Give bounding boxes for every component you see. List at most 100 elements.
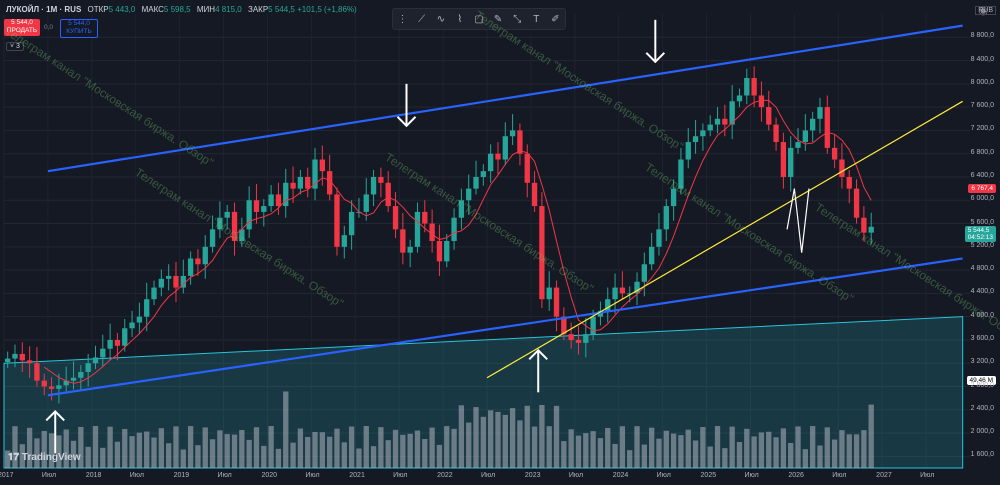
candle-body xyxy=(649,246,655,265)
volume-bar xyxy=(392,429,399,468)
candle-body xyxy=(348,211,355,236)
candle-body xyxy=(561,316,567,335)
candle-body xyxy=(466,188,472,201)
candle-body xyxy=(531,182,538,207)
candle-body xyxy=(414,211,421,247)
rectangle-tool-icon[interactable]: ▢ xyxy=(474,13,484,25)
candle-body xyxy=(802,130,808,143)
indicators-toggle[interactable]: ˅ 3 xyxy=(6,42,24,51)
candle-body xyxy=(129,322,135,329)
y-tick-label: 8 800,0 xyxy=(970,32,994,40)
volume-bar xyxy=(634,426,640,468)
camera-icon[interactable]: ◉ xyxy=(978,5,988,17)
volume-bar xyxy=(290,442,296,468)
symbol-name[interactable]: ЛУКОЙЛ · 1М · RUS xyxy=(6,5,82,14)
candle-body xyxy=(846,176,852,189)
spread-value: 0,0 xyxy=(44,24,54,31)
candle-body xyxy=(766,107,772,125)
sell-button[interactable]: 5 544,0 ПРОДАТЬ xyxy=(4,19,40,36)
volume-bar xyxy=(824,427,830,468)
pencil-icon[interactable]: ✐ xyxy=(551,13,560,25)
candle-body xyxy=(144,299,150,317)
candle-body xyxy=(488,153,494,172)
volume-bar xyxy=(26,427,33,468)
candle-body xyxy=(70,377,77,381)
volume-bar xyxy=(524,405,530,468)
path-tool-icon[interactable]: ∿ xyxy=(436,13,445,25)
volume-bar xyxy=(766,431,772,468)
x-tick-label: Июл xyxy=(129,472,144,479)
candle-body xyxy=(656,229,662,247)
buy-button[interactable]: 5 544,0 КУПИТЬ xyxy=(60,19,98,38)
volume-bar xyxy=(663,430,669,468)
candle-body xyxy=(85,363,91,372)
y-tick-label: 3 600,0 xyxy=(970,334,994,342)
volume-bar xyxy=(34,438,40,468)
x-tick-label: 2027 xyxy=(876,472,892,479)
drawing-toolbar: ⋮ ⟋ ∿ ⌇ ▢ ✎ ⤡ T ✐ xyxy=(392,8,566,30)
candle-body xyxy=(524,153,530,183)
candle-body xyxy=(202,246,208,265)
candle-body xyxy=(795,142,801,148)
measure-icon[interactable]: ⤡ xyxy=(513,13,522,25)
candle-body xyxy=(612,287,618,300)
lock-icon[interactable]: ⋮ xyxy=(397,13,408,25)
volume-bar xyxy=(283,391,289,468)
volume-bar xyxy=(48,433,55,468)
channel-upper-line xyxy=(47,24,963,173)
volume-bar xyxy=(509,408,516,468)
volume-bar xyxy=(685,429,691,468)
candle-body xyxy=(509,130,516,137)
polyline-tool-icon[interactable]: ⌇ xyxy=(457,13,463,25)
close-value: 5 544,5 xyxy=(268,5,295,14)
line-tool-icon[interactable]: ⟋ xyxy=(418,13,426,25)
candle-body xyxy=(180,275,186,288)
x-tick-label: 2020 xyxy=(261,472,278,479)
candle-body xyxy=(553,287,560,317)
volume-bar xyxy=(707,446,713,468)
volume-bar xyxy=(853,434,860,468)
volume-bar xyxy=(802,449,808,468)
candle-body xyxy=(231,211,238,241)
text-icon[interactable]: T xyxy=(533,13,540,25)
candle-body xyxy=(283,182,289,207)
y-tick-label: 2 000,0 xyxy=(970,428,994,436)
currency-label[interactable]: RUB xyxy=(975,6,996,15)
volume-bar xyxy=(568,429,574,468)
volume-bar xyxy=(268,426,274,468)
volume-bar xyxy=(246,439,252,468)
candle-body xyxy=(619,287,626,294)
candle-body xyxy=(253,200,260,212)
volume-bar xyxy=(63,429,69,468)
x-tick-label: 2024 xyxy=(612,472,629,479)
volume-bar xyxy=(114,441,121,468)
symbol-header: ЛУКОЙЛ · 1М · RUS ОТКР5 443,0 МАКС5 598,… xyxy=(6,5,357,14)
candle-body xyxy=(319,159,325,172)
candle-body xyxy=(451,217,457,241)
volume-tag: 49,46 M xyxy=(966,376,996,385)
brush-icon[interactable]: ✎ xyxy=(493,13,503,25)
volume-bar xyxy=(363,426,369,468)
volume-bar xyxy=(327,436,333,468)
volume-bar xyxy=(261,445,267,468)
volume-bar xyxy=(817,445,823,468)
x-tick-label: 2019 xyxy=(173,472,190,479)
volume-bar xyxy=(253,427,260,468)
volume-bar xyxy=(41,430,47,468)
volume-bar xyxy=(744,428,750,468)
x-tick-label: Июл xyxy=(481,472,496,479)
volume-bar xyxy=(92,426,99,468)
volume-bar xyxy=(546,426,552,468)
candle-body xyxy=(714,118,721,125)
y-tick-label: 7 600,0 xyxy=(970,102,994,110)
volume-bar xyxy=(85,446,91,468)
volume-bar xyxy=(144,431,150,468)
tradingview-icon: 𝟏𝟕 xyxy=(8,452,22,463)
volume-bar xyxy=(305,436,311,468)
volume-bar xyxy=(495,411,501,468)
volume-bar xyxy=(773,437,779,468)
candle-body xyxy=(685,142,691,160)
candle-body xyxy=(575,339,582,343)
candle-body xyxy=(502,136,508,160)
